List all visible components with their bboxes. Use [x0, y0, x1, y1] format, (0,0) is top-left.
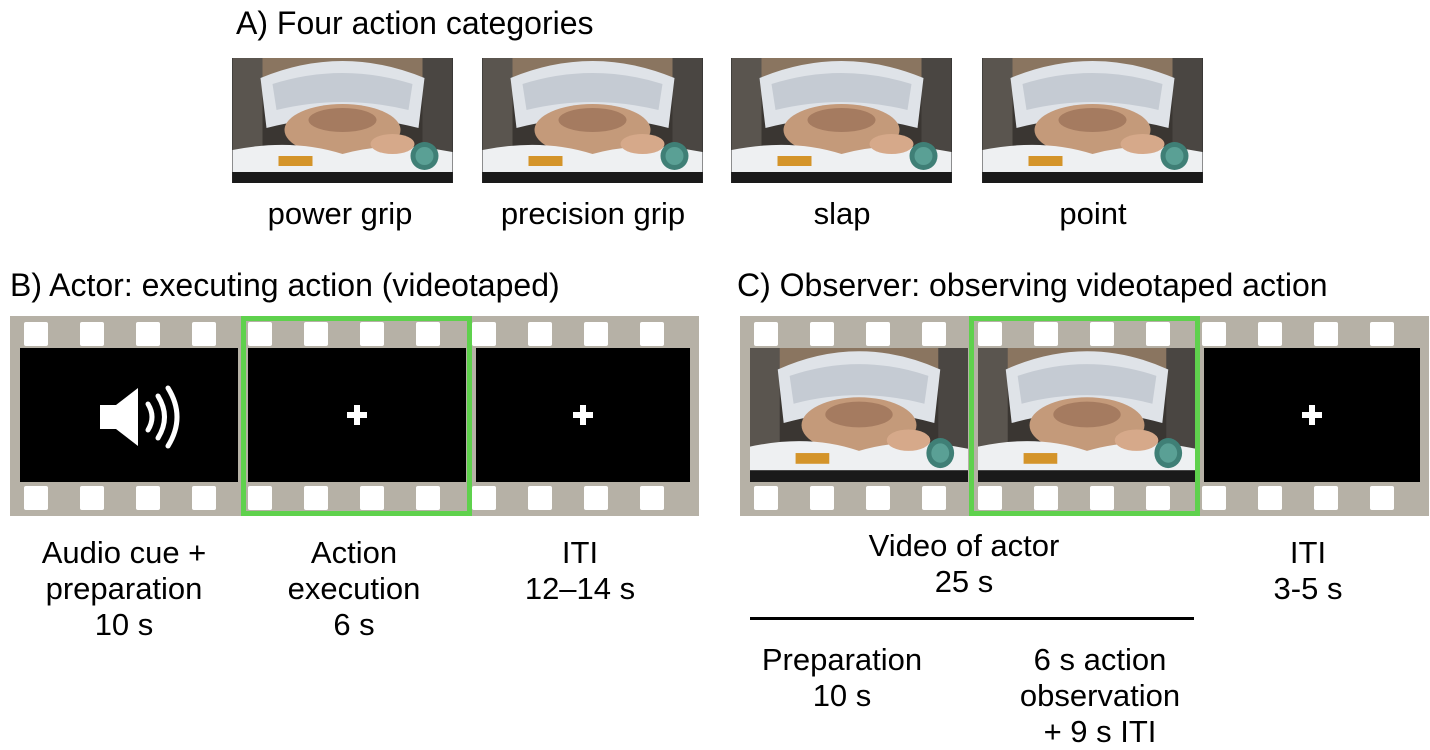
audio-cue-frame	[20, 348, 238, 482]
action-image-precision-grip	[482, 58, 703, 183]
fixation-cross-icon	[347, 405, 367, 425]
action-execution-frame	[248, 348, 466, 482]
label-action-execution: Action execution 6 s	[287, 535, 421, 642]
label-iti-observer: ITI 3-5 s	[1273, 535, 1343, 606]
execution-highlight	[241, 316, 472, 516]
action-image-slap	[731, 58, 952, 183]
video-preparation-frame	[750, 348, 968, 482]
label-action-observation: 6 s action observation + 9 s ITI	[1019, 642, 1181, 749]
timeline-divider	[750, 617, 1194, 620]
video-action-frame	[978, 348, 1196, 482]
label-iti-actor: ITI 12–14 s	[524, 535, 636, 606]
panel-a-title: A) Four action categories	[236, 5, 594, 41]
category-label-slap: slap	[813, 196, 871, 231]
label-video-of-actor: Video of actor 25 s	[868, 528, 1060, 599]
category-label-precision-grip: precision grip	[500, 196, 686, 231]
action-image-point	[982, 58, 1203, 183]
iti-frame-observer	[1204, 348, 1420, 482]
action-image-power-grip	[232, 58, 453, 183]
iti-frame	[476, 348, 690, 482]
category-label-power-grip: power grip	[267, 196, 413, 231]
panel-b-title: B) Actor: executing action (videotaped)	[10, 267, 560, 303]
category-label-point: point	[1059, 196, 1127, 231]
actor-film-strip	[10, 316, 699, 516]
observer-film-strip	[740, 316, 1429, 516]
observation-highlight	[969, 316, 1200, 516]
fixation-cross-icon	[1302, 405, 1322, 425]
speaker-icon	[100, 385, 180, 449]
label-preparation: Preparation 10 s	[761, 642, 923, 713]
panel-c-title: C) Observer: observing videotaped action	[737, 267, 1328, 303]
fixation-cross-icon	[573, 405, 593, 425]
label-audio-cue: Audio cue + preparation 10 s	[41, 535, 207, 642]
